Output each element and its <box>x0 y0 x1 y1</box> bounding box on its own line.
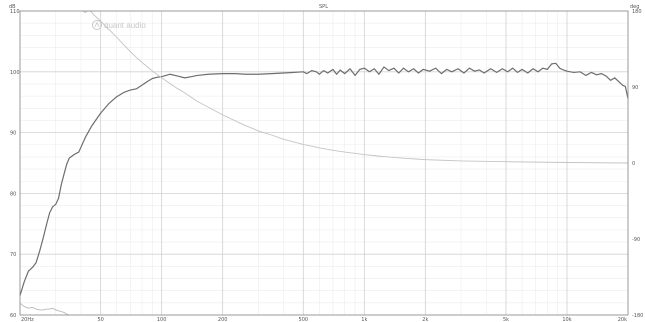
x-tick-label: 10k <box>562 317 571 322</box>
series-layer <box>19 10 629 316</box>
y2-tick-labels: 180 90 0 -90 -180 <box>632 9 643 319</box>
x-tick-label: 1k <box>361 317 367 322</box>
y2-tick-label: -90 <box>632 237 640 243</box>
magnitude-curve-1 <box>19 62 629 296</box>
x-tick-label: 200 <box>218 317 228 322</box>
y2-tick-label: -180 <box>632 313 643 319</box>
y-tick-label: 80 <box>10 191 16 197</box>
x-tick-label: 5k <box>503 317 509 322</box>
x-tick-label: 20k <box>618 317 627 322</box>
phase-curve-3 <box>81 10 629 164</box>
right-axis-unit: deg <box>630 4 639 10</box>
y-tick-label: 100 <box>10 70 20 76</box>
watermark-logo-mark <box>94 21 100 28</box>
y-tick-label: 60 <box>10 313 16 319</box>
y-tick-label: 70 <box>10 252 16 258</box>
phase-curve-2 <box>19 302 70 316</box>
y2-tick-label: 90 <box>632 85 638 91</box>
x-tick-labels: 20Hz 50 100 200 500 1k 2k 5k 10k 20k <box>21 317 627 322</box>
x-tick-label: 100 <box>157 317 167 322</box>
watermark: quant audio <box>92 20 146 30</box>
x-tick-label: 20Hz <box>21 317 34 322</box>
watermark-logo-icon <box>92 20 102 30</box>
y2-tick-label: 0 <box>632 161 635 167</box>
plot-frame <box>19 10 629 316</box>
y-tick-label: 90 <box>10 131 16 137</box>
y-tick-label: 110 <box>10 9 20 15</box>
top-unit-label: SPL <box>319 4 328 10</box>
x-tick-label: 50 <box>97 317 103 322</box>
y2-tick-label: 180 <box>632 9 642 15</box>
y-tick-labels: 110 100 90 80 70 60 <box>10 9 20 319</box>
x-tick-label: 500 <box>299 317 309 322</box>
watermark-text: quant audio <box>104 21 146 30</box>
x-tick-label: 2k <box>422 317 428 322</box>
left-axis-unit: dB <box>9 4 16 10</box>
